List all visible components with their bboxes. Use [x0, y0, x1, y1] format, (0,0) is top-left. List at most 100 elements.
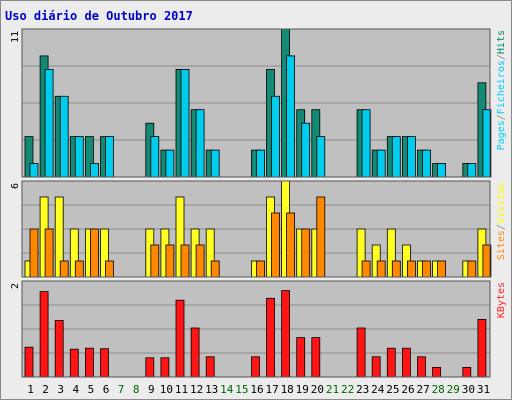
- bar-visits-sites-sites-day-10: [165, 244, 175, 278]
- x-tick-label-day-28: 28: [432, 383, 445, 396]
- legend-pages-files-hits: Pages/Ficheiros/Hits: [496, 30, 507, 150]
- bar-visits-sites-sites-day-3: [59, 260, 69, 278]
- x-tick-label-day-30: 30: [462, 383, 475, 396]
- x-tick-label-day-8: 8: [133, 383, 140, 396]
- bar-kbytes-kbytes-day-28: [432, 366, 442, 378]
- x-tick-label-day-17: 17: [265, 383, 278, 396]
- legend-entry: /: [496, 114, 507, 120]
- legend-entry: /: [496, 224, 507, 230]
- legend-visits-sites: Sites/Visitas: [496, 182, 507, 260]
- legend-kbytes: KBytes: [496, 282, 507, 318]
- x-tick-label-day-31: 31: [477, 383, 490, 396]
- x-tick-label-day-27: 27: [416, 383, 429, 396]
- bar-pages-files-hits-ficheiros-day-5: [90, 163, 99, 178]
- y-axis-max-label-pages-files-hits: 11: [10, 31, 21, 43]
- y-axis-max-label-visits-sites: 6: [10, 183, 21, 189]
- x-tick-label-day-29: 29: [447, 383, 460, 396]
- bar-pages-files-hits-ficheiros-day-13: [210, 149, 220, 178]
- x-tick-label-day-13: 13: [205, 383, 218, 396]
- bar-kbytes-kbytes-day-23: [356, 327, 366, 378]
- bar-visits-sites-sites-day-5: [90, 228, 99, 278]
- bar-kbytes-kbytes-day-20: [311, 337, 321, 378]
- bar-pages-files-hits-ficheiros-day-4: [74, 136, 84, 178]
- bar-kbytes-kbytes-day-19: [296, 337, 306, 378]
- x-tick-label-day-5: 5: [88, 383, 95, 396]
- bar-visits-sites-sites-day-4: [74, 260, 84, 278]
- x-tick-label-day-14: 14: [220, 383, 234, 396]
- bar-visits-sites-sites-day-30: [467, 260, 477, 278]
- bar-kbytes-kbytes-day-26: [401, 347, 411, 378]
- bar-pages-files-hits-ficheiros-day-25: [391, 136, 401, 178]
- x-tick-label-day-4: 4: [72, 383, 79, 396]
- x-tick-label-day-21: 21: [326, 383, 339, 396]
- legend-entry: KBytes: [496, 282, 507, 318]
- bar-pages-files-hits-ficheiros-day-18: [286, 55, 296, 178]
- bar-pages-files-hits-ficheiros-day-6: [105, 136, 114, 178]
- bar-visits-sites-sites-day-18: [286, 212, 296, 278]
- bar-visits-sites-sites-day-17: [271, 212, 280, 278]
- bar-pages-files-hits-ficheiros-day-19: [301, 122, 311, 178]
- bar-kbytes-kbytes-day-24: [371, 356, 381, 378]
- x-tick-label-day-6: 6: [103, 383, 110, 396]
- chart-title: Uso diário de Outubro 2017: [5, 9, 193, 23]
- x-tick-label-day-26: 26: [401, 383, 414, 396]
- bar-pages-files-hits-ficheiros-day-17: [271, 95, 280, 178]
- bar-kbytes-kbytes-day-30: [462, 366, 472, 378]
- bar-kbytes-kbytes-day-1: [24, 346, 34, 378]
- x-tick-label-day-10: 10: [160, 383, 173, 396]
- x-tick-label-day-25: 25: [386, 383, 399, 396]
- bar-kbytes-kbytes-day-9: [145, 357, 155, 378]
- bar-pages-files-hits-ficheiros-day-23: [361, 109, 371, 178]
- bar-pages-files-hits-ficheiros-day-16: [256, 149, 265, 178]
- x-tick-label-day-19: 19: [296, 383, 309, 396]
- bar-visits-sites-sites-day-2: [44, 228, 54, 278]
- bar-pages-files-hits-ficheiros-day-24: [376, 149, 386, 178]
- bar-pages-files-hits-ficheiros-day-1: [29, 163, 39, 178]
- x-tick-label-day-1: 1: [27, 383, 34, 396]
- bar-kbytes-kbytes-day-2: [39, 291, 49, 378]
- bar-pages-files-hits-ficheiros-day-3: [59, 95, 69, 178]
- bar-kbytes-kbytes-day-27: [417, 356, 426, 378]
- bar-pages-files-hits-ficheiros-day-10: [165, 149, 175, 178]
- bar-kbytes-kbytes-day-16: [251, 356, 260, 378]
- bar-pages-files-hits-ficheiros-day-30: [467, 163, 477, 178]
- bar-visits-sites-sites-day-23: [361, 260, 371, 278]
- bar-kbytes-kbytes-day-5: [85, 347, 94, 378]
- bar-pages-files-hits-ficheiros-day-9: [150, 136, 160, 178]
- bar-pages-files-hits-ficheiros-day-11: [180, 69, 190, 178]
- bar-kbytes-kbytes-day-31: [477, 318, 487, 378]
- legend-entry: /: [496, 54, 507, 60]
- legend-entry: Ficheiros: [496, 60, 507, 114]
- x-tick-label-day-12: 12: [190, 383, 203, 396]
- panel-border-pages-files-hits: [21, 28, 491, 178]
- bar-kbytes-kbytes-day-25: [386, 347, 396, 378]
- bar-visits-sites-sites-day-20: [316, 196, 326, 278]
- legend-entry: Pages: [496, 120, 507, 150]
- bar-kbytes-kbytes-day-10: [160, 357, 170, 378]
- bar-pages-files-hits-ficheiros-day-26: [406, 136, 416, 178]
- panel-border-visits-sites: [21, 180, 491, 278]
- bar-visits-sites-sites-day-28: [437, 260, 447, 278]
- y-axis-max-label-kbytes: 2: [10, 283, 21, 289]
- bar-visits-sites-sites-day-9: [150, 244, 160, 278]
- bar-visits-sites-sites-day-1: [29, 228, 39, 278]
- x-tick-label-day-22: 22: [341, 383, 354, 396]
- bar-kbytes-kbytes-day-13: [205, 356, 215, 378]
- bar-pages-files-hits-ficheiros-day-20: [316, 136, 326, 178]
- bar-pages-files-hits-ficheiros-day-28: [437, 163, 447, 178]
- legend-entry: Sites: [496, 230, 507, 260]
- bar-visits-sites-sites-day-24: [376, 260, 386, 278]
- x-tick-label-day-15: 15: [235, 383, 248, 396]
- x-tick-label-day-11: 11: [175, 383, 188, 396]
- bar-kbytes-kbytes-day-6: [100, 348, 109, 378]
- x-tick-label-day-16: 16: [250, 383, 263, 396]
- bar-visits-sites-sites-day-26: [406, 260, 416, 278]
- bar-pages-files-hits-ficheiros-day-2: [44, 69, 54, 178]
- bar-visits-sites-sites-day-16: [256, 260, 265, 278]
- x-tick-label-day-3: 3: [57, 383, 64, 396]
- bar-kbytes-kbytes-day-17: [266, 297, 275, 378]
- x-tick-label-day-24: 24: [371, 383, 385, 396]
- x-tick-label-day-9: 9: [148, 383, 155, 396]
